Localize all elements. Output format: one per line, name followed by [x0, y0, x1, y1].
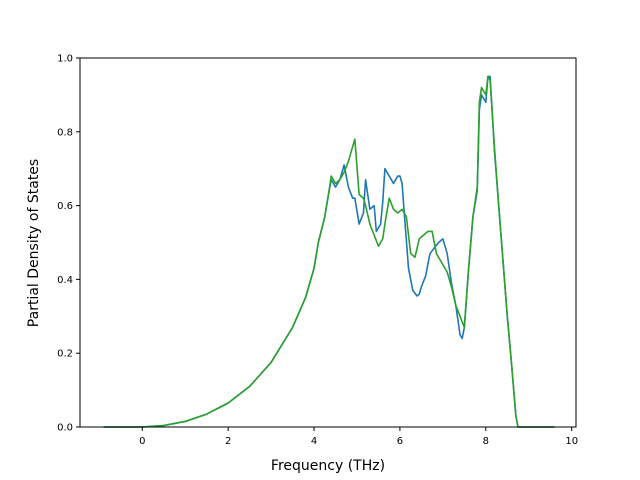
series-line-1: [103, 75, 555, 428]
x-tick-label: 10: [565, 436, 578, 447]
y-tick-label: 0.2: [57, 349, 73, 360]
series-line-2: [103, 75, 555, 428]
x-axis-label: Frequency (THz): [271, 458, 385, 474]
x-tick-label: 8: [483, 436, 489, 447]
series-lines: [103, 75, 555, 428]
y-tick-label: 0.8: [57, 127, 73, 138]
y-tick-label: 0.6: [57, 201, 73, 212]
y-tick-label: 1.0: [57, 54, 73, 65]
x-tick-label: 4: [311, 436, 317, 447]
plot-area-frame: [79, 57, 577, 428]
x-tick-label: 0: [139, 436, 145, 447]
y-tick-label: 0.4: [57, 275, 73, 286]
y-tick-label: 0.0: [57, 423, 73, 434]
y-axis-ticks: 0.0 0.2 0.4 0.6 0.8 1.0: [57, 54, 80, 434]
x-tick-label: 2: [225, 436, 231, 447]
x-axis-ticks: 0 2 4 6 8 10: [139, 427, 578, 447]
y-axis-label: Partial Density of States: [26, 159, 42, 327]
x-tick-label: 6: [397, 436, 403, 447]
